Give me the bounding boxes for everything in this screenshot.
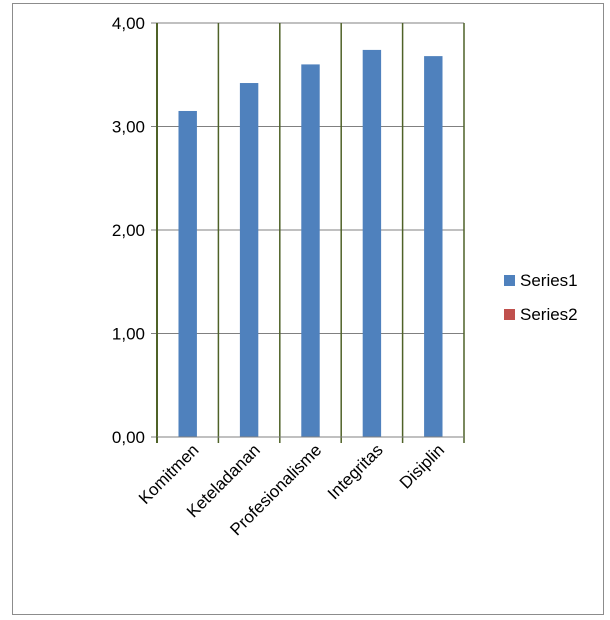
bar-komitmen — [178, 110, 197, 437]
y-tick-label: 4,00 — [112, 14, 145, 33]
x-tick-labels: KomitmenKeteladananProfesionalismeIntegr… — [135, 440, 448, 539]
y-tick-label: 0,00 — [112, 428, 145, 447]
bar-disiplin — [424, 56, 443, 438]
legend-label-series1: Series1 — [520, 271, 578, 290]
legend-swatch-series2 — [504, 309, 515, 320]
y-tick-label: 1,00 — [112, 325, 145, 344]
legend-swatch-series1 — [504, 275, 515, 286]
legend: Series1 Series2 — [504, 271, 578, 324]
legend-label-series2: Series2 — [520, 305, 578, 324]
vertical-gridlines — [217, 23, 465, 443]
bars-series1 — [178, 49, 443, 438]
bar-integritas — [362, 49, 382, 437]
y-tick-label: 3,00 — [112, 118, 145, 137]
y-tick-label: 2,00 — [112, 221, 145, 240]
bar-profesionalisme — [301, 64, 320, 438]
x-tick-label: Integritas — [324, 440, 387, 503]
x-tick-label: Disiplin — [396, 440, 448, 492]
bar-keteladanan — [239, 83, 259, 437]
y-tick-labels: 0,00 1,00 2,00 3,00 4,00 — [112, 14, 145, 447]
axes — [151, 22, 464, 443]
